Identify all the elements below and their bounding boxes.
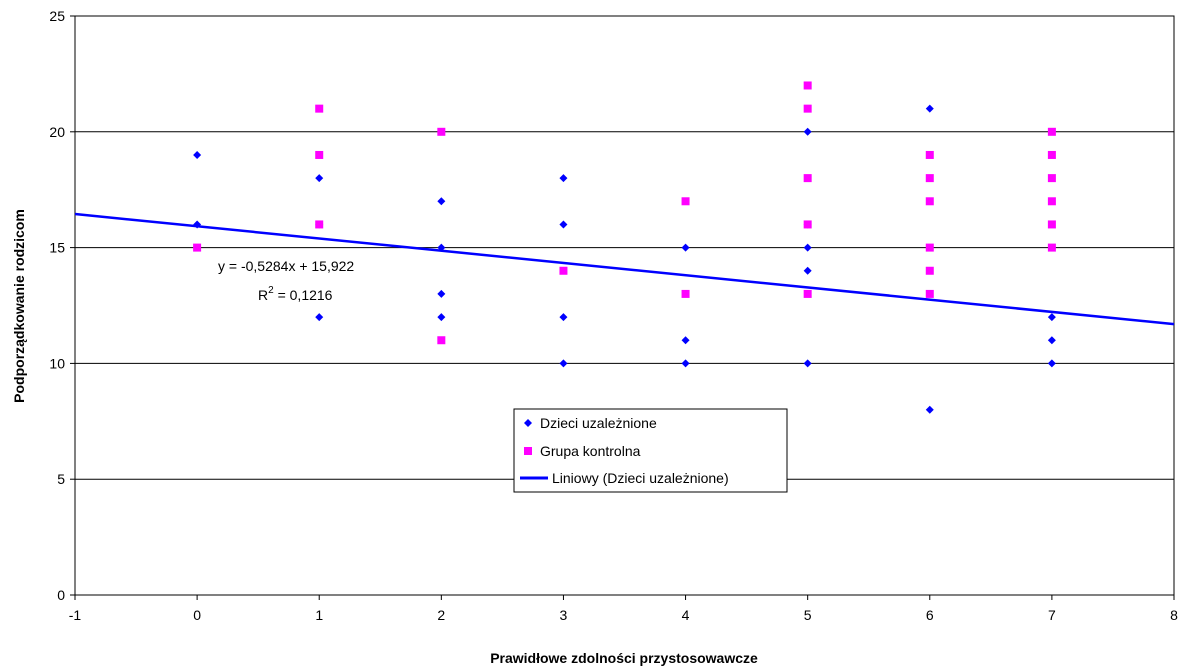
point-grupa (925, 197, 934, 206)
point-grupa (315, 220, 324, 229)
point-grupa (1047, 127, 1056, 136)
x-tick-label: 0 (193, 607, 201, 623)
point-dzieci (437, 289, 446, 298)
point-dzieci (1047, 336, 1056, 345)
point-grupa (925, 174, 934, 183)
legend-label-grupa: Grupa kontrolna (540, 443, 641, 459)
point-grupa (803, 220, 812, 229)
point-grupa (1047, 197, 1056, 206)
point-grupa (681, 289, 690, 298)
point-dzieci (1047, 359, 1056, 368)
point-dzieci (681, 243, 690, 252)
x-tick-label: 7 (1048, 607, 1056, 623)
y-tick-label: 0 (57, 587, 65, 603)
point-grupa (803, 104, 812, 113)
point-grupa (681, 197, 690, 206)
plot-area (74, 15, 1175, 596)
legend-box (513, 408, 788, 493)
legend-marker-dzieci (524, 419, 532, 427)
r-squared-label: R2 = 0,1216 (258, 285, 333, 303)
point-grupa (1047, 243, 1056, 252)
point-dzieci (437, 243, 446, 252)
trendline-equation: y = -0,5284x + 15,922 (218, 258, 354, 274)
x-tick-label: 5 (804, 607, 812, 623)
point-dzieci (437, 313, 446, 322)
data-points (193, 81, 1056, 414)
legend-label-dzieci: Dzieci uzależnione (540, 415, 657, 431)
point-dzieci (1047, 313, 1056, 322)
point-dzieci (681, 359, 690, 368)
point-dzieci (559, 359, 568, 368)
x-tick-label: -1 (69, 607, 82, 623)
point-grupa (193, 243, 202, 252)
point-grupa (1047, 150, 1056, 159)
y-axis-title: Podporządkowanie rodzicom (11, 209, 27, 403)
point-dzieci (315, 174, 324, 183)
x-tick-label: 8 (1170, 607, 1178, 623)
x-tick-label: 4 (682, 607, 690, 623)
point-dzieci (925, 104, 934, 113)
y-tick-label: 25 (49, 8, 65, 24)
r-squared-r: R (258, 287, 268, 303)
point-dzieci (193, 220, 202, 229)
x-tick-label: 6 (926, 607, 934, 623)
point-dzieci (803, 243, 812, 252)
legend: Dzieci uzależnione Grupa kontrolna Linio… (513, 408, 788, 493)
r-squared-value: = 0,1216 (274, 287, 333, 303)
point-dzieci (803, 266, 812, 275)
point-grupa (925, 150, 934, 159)
trendline-layer (74, 212, 1175, 326)
point-grupa (803, 81, 812, 90)
point-dzieci (193, 150, 202, 159)
point-dzieci (315, 313, 324, 322)
point-grupa (925, 289, 934, 298)
point-dzieci (803, 359, 812, 368)
point-dzieci (559, 313, 568, 322)
point-grupa (1047, 220, 1056, 229)
y-tick-label: 20 (49, 124, 65, 140)
y-tick-label: 5 (57, 471, 65, 487)
point-dzieci (803, 127, 812, 136)
legend-label-trendline: Liniowy (Dzieci uzależnione) (552, 470, 729, 486)
point-grupa (1047, 174, 1056, 183)
point-dzieci (559, 220, 568, 229)
x-tick-label: 1 (315, 607, 323, 623)
point-grupa (315, 104, 324, 113)
r-squared-exponent: 2 (268, 285, 274, 296)
y-tick-label: 10 (49, 355, 65, 371)
y-tick-label: 15 (49, 240, 65, 256)
point-dzieci (681, 336, 690, 345)
point-grupa (315, 150, 324, 159)
legend-marker-grupa (524, 447, 532, 455)
x-axis-title: Prawidłowe zdolności przystosowawcze (490, 650, 758, 666)
x-tick-label: 3 (560, 607, 568, 623)
gridlines (75, 15, 1174, 596)
point-grupa (925, 266, 934, 275)
point-grupa (925, 243, 934, 252)
point-grupa (437, 127, 446, 136)
point-grupa (803, 174, 812, 183)
point-dzieci (925, 405, 934, 414)
point-grupa (803, 289, 812, 298)
trendline (74, 212, 1175, 326)
point-grupa (437, 336, 446, 345)
point-dzieci (559, 174, 568, 183)
x-tick-label: 2 (437, 607, 445, 623)
point-grupa (559, 266, 568, 275)
point-dzieci (437, 197, 446, 206)
